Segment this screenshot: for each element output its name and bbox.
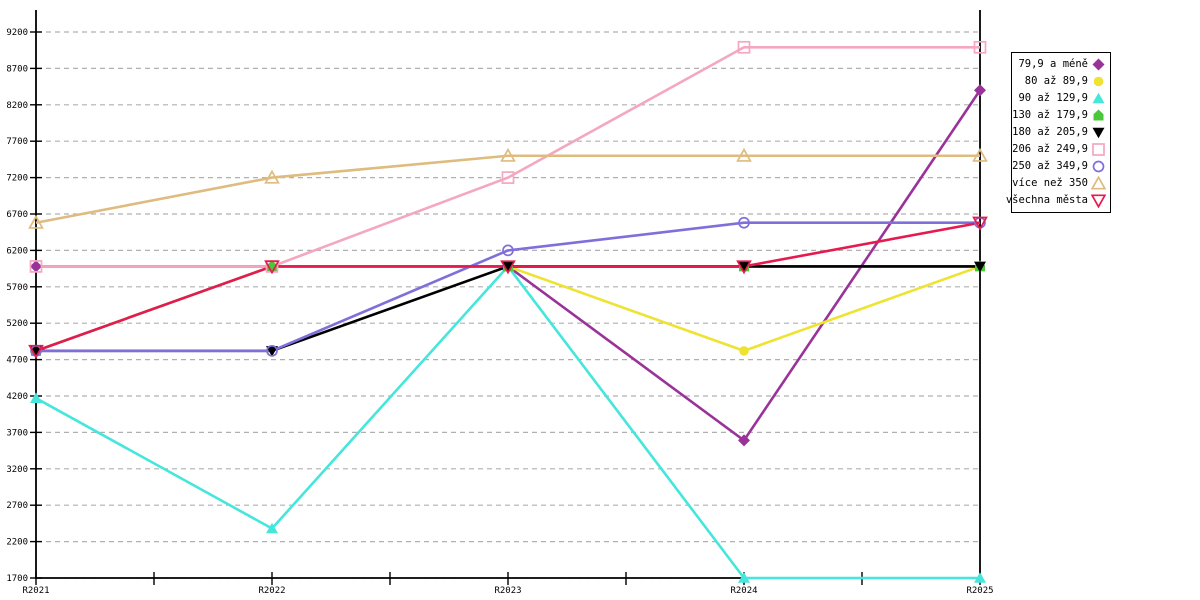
triangle-down-open-marker-icon — [264, 260, 280, 275]
square-open-marker-icon — [29, 260, 43, 273]
square-open-marker-icon — [737, 40, 751, 54]
triangle-up-open-marker-icon — [264, 169, 280, 184]
circle-open-marker-icon — [738, 216, 750, 229]
x-axis-tick-label: R2024 — [730, 586, 757, 596]
triangle-down-open-marker-icon — [1091, 194, 1106, 208]
y-axis-tick-label: 8200 — [6, 101, 28, 111]
y-axis-tick-label: 3200 — [6, 465, 28, 475]
triangle-up-filled-marker-icon — [30, 392, 42, 403]
pentagon-filled-legend-icon — [1093, 109, 1104, 121]
triangle-up-filled-marker-icon — [1092, 92, 1105, 104]
circle-filled-marker-icon — [1093, 76, 1104, 87]
triangle-up-open-marker-icon — [28, 214, 44, 229]
series-line — [36, 265, 980, 353]
y-axis-tick-label: 6700 — [6, 210, 28, 220]
triangle-down-filled-marker-icon — [974, 261, 986, 273]
legend-label: 206 až 249,9 — [1012, 143, 1088, 155]
x-axis-tick-label: R2023 — [494, 586, 521, 596]
legend-label: 80 až 89,9 — [1024, 75, 1088, 87]
legend-label: 250 až 349,9 — [1012, 160, 1088, 172]
x-axis-tick-label: R2021 — [22, 586, 49, 596]
diamond-filled-legend-icon — [1092, 58, 1105, 71]
legend-label: více než 350 — [1012, 177, 1088, 189]
y-axis-tick-label: 7200 — [6, 174, 28, 184]
triangle-up-open-marker-icon — [972, 147, 988, 162]
y-axis-tick-label: 5200 — [6, 319, 28, 329]
y-axis-tick-label: 4200 — [6, 392, 28, 402]
x-axis-tick-label: R2022 — [258, 586, 285, 596]
square-open-legend-icon — [1092, 143, 1105, 156]
triangle-up-filled-marker-icon — [974, 572, 986, 583]
legend-item: 130 až 179,9 — [1012, 107, 1106, 124]
series-line — [36, 45, 980, 268]
circle-open-marker-icon — [502, 244, 514, 257]
triangle-down-filled-marker-icon — [1092, 127, 1105, 139]
triangle-down-open-marker-icon — [28, 344, 44, 359]
series-line — [35, 154, 980, 225]
triangle-up-open-marker-icon — [500, 147, 516, 162]
legend-item: 180 až 205,9 — [1012, 124, 1106, 141]
triangle-up-open-marker-icon — [1091, 176, 1106, 190]
chart-legend: 79,9 a méně 80 až 89,9 90 až 129,9 130 až 1… — [1006, 52, 1111, 213]
legend-label: 180 až 205,9 — [1012, 126, 1088, 138]
y-axis-tick-label: 8700 — [6, 64, 28, 74]
legend-item: všechna města — [1006, 192, 1106, 209]
triangle-up-open-marker-icon — [736, 147, 752, 162]
legend-item: více než 350 — [1012, 175, 1106, 192]
triangle-up-filled-legend-icon — [1092, 92, 1105, 104]
triangle-down-filled-marker-icon — [266, 346, 278, 357]
y-axis-tick-label: 2700 — [6, 501, 28, 511]
y-axis-tick-label: 2200 — [6, 538, 28, 548]
y-axis-tick-label: 6200 — [6, 246, 28, 256]
y-axis-tick-label: 7700 — [6, 137, 28, 147]
square-open-marker-icon — [1092, 143, 1105, 156]
legend-label: všechna města — [1005, 194, 1088, 206]
legend-item: 79,9 a méně — [1014, 56, 1106, 73]
legend-item: 250 až 349,9 — [1012, 158, 1106, 175]
circle-open-marker-icon — [266, 345, 278, 357]
y-axis-tick-label: 9200 — [6, 28, 28, 38]
series-line — [35, 264, 980, 580]
series-line — [272, 265, 981, 353]
legend-item: 90 až 129,9 — [1014, 90, 1106, 107]
triangle-up-filled-marker-icon — [266, 522, 278, 534]
square-open-marker-icon — [973, 40, 987, 54]
legend-label: 79,9 a méně — [1018, 58, 1088, 70]
circle-filled-marker-icon — [739, 346, 749, 356]
circle-open-legend-icon — [1092, 160, 1105, 173]
x-axis-tick-label: R2025 — [966, 586, 993, 596]
triangle-down-open-marker-icon — [972, 216, 988, 231]
y-axis-tick-label: 5700 — [6, 283, 28, 293]
legend-label: 90 až 129,9 — [1018, 92, 1088, 104]
y-axis-tick-label: 1700 — [6, 574, 28, 584]
circle-filled-legend-icon — [1093, 76, 1104, 87]
legend-label: 130 až 179,9 — [1012, 109, 1088, 121]
y-axis-tick-label: 4700 — [6, 356, 28, 366]
diamond-filled-marker-icon — [738, 434, 750, 447]
diamond-filled-marker-icon — [1092, 58, 1105, 71]
series-line — [35, 265, 980, 353]
triangle-down-filled-marker-icon — [30, 346, 42, 357]
legend-item: 206 až 249,9 — [1012, 141, 1106, 158]
triangle-up-filled-marker-icon — [738, 572, 750, 583]
diamond-filled-marker-icon — [30, 260, 42, 273]
square-open-marker-icon — [501, 171, 515, 184]
circle-open-marker-icon — [1092, 160, 1105, 173]
series-line — [36, 221, 980, 353]
triangle-down-filled-legend-icon — [1092, 127, 1105, 139]
triangle-up-open-legend-icon — [1091, 176, 1106, 190]
y-axis-tick-label: 3700 — [6, 428, 28, 438]
pentagon-filled-marker-icon — [1093, 109, 1104, 121]
diamond-filled-marker-icon — [974, 84, 986, 97]
triangle-down-filled-marker-icon — [502, 261, 514, 273]
triangle-down-open-legend-icon — [1091, 194, 1106, 208]
legend-item: 80 až 89,9 — [1014, 73, 1106, 90]
triangle-down-filled-marker-icon — [738, 261, 750, 273]
triangle-down-open-marker-icon — [736, 260, 752, 275]
triangle-down-open-marker-icon — [500, 260, 516, 275]
